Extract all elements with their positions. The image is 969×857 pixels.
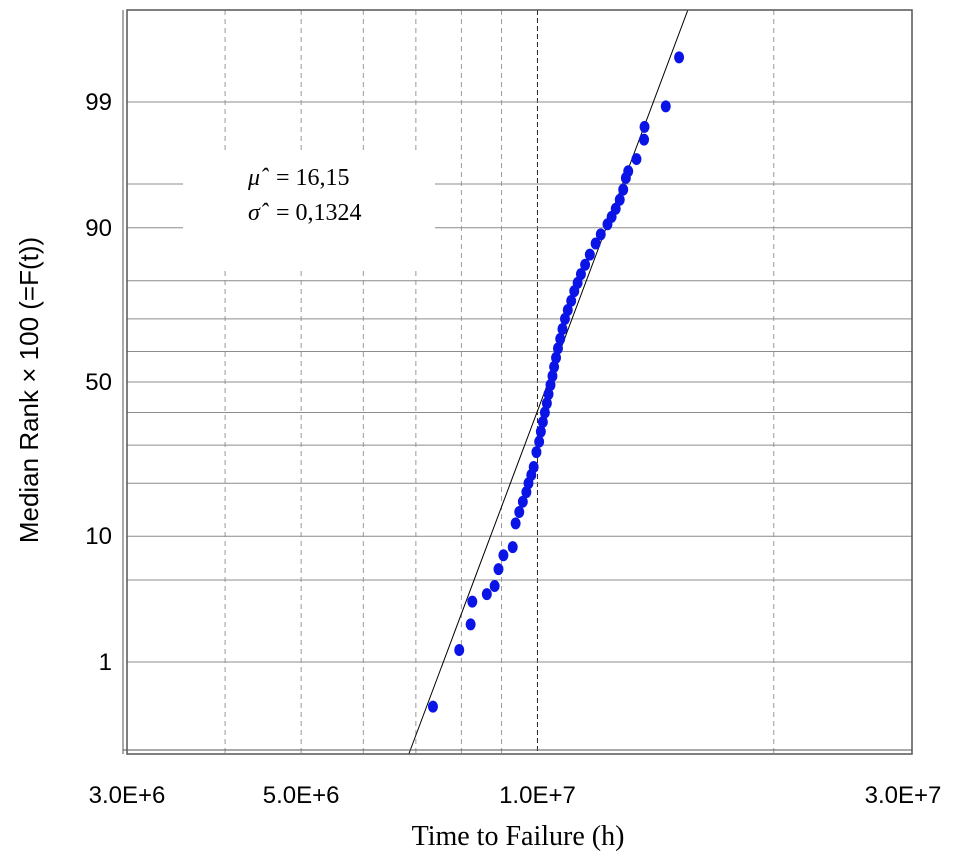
y-tick-label: 99 bbox=[85, 89, 112, 116]
data-point bbox=[639, 120, 650, 133]
y-tick-label: 90 bbox=[85, 215, 112, 242]
data-point bbox=[514, 506, 525, 519]
data-point bbox=[481, 588, 492, 601]
data-point bbox=[541, 397, 552, 410]
data-point bbox=[674, 51, 685, 64]
x-axis-label: Time to Failure (h) bbox=[412, 821, 625, 852]
data-point bbox=[551, 351, 562, 364]
data-point bbox=[531, 446, 542, 459]
x-tick-label: 3.0E+7 bbox=[865, 782, 942, 809]
data-point bbox=[595, 228, 606, 241]
data-point bbox=[467, 595, 478, 608]
data-point bbox=[618, 183, 629, 196]
data-point bbox=[639, 133, 650, 146]
data-point bbox=[580, 258, 591, 271]
data-point bbox=[610, 202, 621, 215]
data-point bbox=[528, 461, 539, 474]
y-axis-label: Median Rank × 100 (=F(t)) bbox=[14, 237, 44, 543]
data-point bbox=[510, 517, 521, 530]
y-tick-labels: 1 10 50 90 99 bbox=[85, 89, 112, 676]
x-tick-labels: 3.0E+6 5.0E+6 1.0E+7 3.0E+7 bbox=[89, 782, 942, 809]
y-tick-label: 1 bbox=[99, 649, 112, 676]
data-point bbox=[543, 388, 554, 401]
data-point bbox=[545, 379, 556, 392]
data-point bbox=[498, 549, 509, 562]
plot-frame bbox=[126, 9, 913, 755]
data-point bbox=[465, 618, 476, 631]
data-point bbox=[517, 495, 528, 508]
mu-value: = 16,15 bbox=[276, 165, 350, 191]
data-points bbox=[427, 51, 685, 713]
y-tick-label: 10 bbox=[85, 523, 112, 550]
annotation-background bbox=[183, 152, 435, 270]
data-point bbox=[552, 342, 563, 355]
data-point bbox=[534, 435, 545, 448]
data-point bbox=[557, 323, 568, 336]
data-point bbox=[535, 425, 546, 438]
parameter-annotation: μ̂ = 16,15 σ̂ = 0,1324 bbox=[183, 152, 435, 270]
data-point bbox=[507, 541, 518, 554]
y-tick-label: 50 bbox=[85, 369, 112, 396]
data-point bbox=[537, 415, 548, 428]
data-point bbox=[427, 700, 438, 713]
data-point bbox=[584, 248, 595, 261]
data-point bbox=[562, 304, 573, 317]
data-point bbox=[623, 165, 634, 178]
data-point bbox=[660, 100, 671, 113]
data-point bbox=[493, 563, 504, 576]
x-tick-label: 5.0E+6 bbox=[263, 782, 340, 809]
x-tick-label: 1.0E+7 bbox=[499, 782, 576, 809]
data-point bbox=[566, 294, 577, 307]
data-point bbox=[547, 369, 558, 382]
data-point bbox=[489, 580, 500, 593]
data-point bbox=[454, 643, 465, 656]
data-point bbox=[614, 193, 625, 206]
data-point bbox=[539, 406, 550, 419]
data-point bbox=[590, 237, 601, 250]
x-tick-label: 3.0E+6 bbox=[89, 782, 166, 809]
sigma-value: = 0,1324 bbox=[276, 200, 362, 226]
data-point bbox=[575, 268, 586, 281]
data-point bbox=[549, 360, 560, 373]
data-point bbox=[631, 153, 642, 166]
data-point bbox=[555, 332, 566, 345]
